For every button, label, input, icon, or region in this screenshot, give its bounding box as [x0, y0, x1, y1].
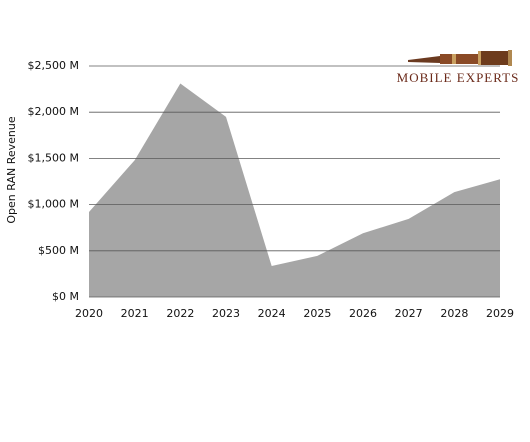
x-tick-label: 2026 [349, 307, 377, 320]
logo-text: MOBILE EXPERTS [397, 70, 520, 85]
x-tick-label: 2027 [395, 307, 423, 320]
area [89, 83, 500, 297]
x-tick-label: 2024 [258, 307, 286, 320]
y-tick-label: $500 M [38, 244, 79, 257]
x-tick-label: 2023 [212, 307, 240, 320]
x-tick-label: 2020 [75, 307, 103, 320]
x-tick-label: 2025 [303, 307, 331, 320]
y-tick-label: $1,500 M [28, 151, 79, 164]
y-tick-label: $2,000 M [28, 105, 79, 118]
y-tick-label: $0 M [52, 290, 79, 303]
x-tick-label: 2029 [486, 307, 514, 320]
x-tick-label: 2021 [121, 307, 149, 320]
y-tick-label: $1,000 M [28, 198, 79, 211]
x-tick-label: 2022 [166, 307, 194, 320]
logo-telescope [408, 50, 512, 66]
y-tick-label: $2,500 M [28, 59, 79, 72]
y-axis-label: Open RAN Revenue [5, 116, 18, 223]
x-tick-label: 2028 [440, 307, 468, 320]
